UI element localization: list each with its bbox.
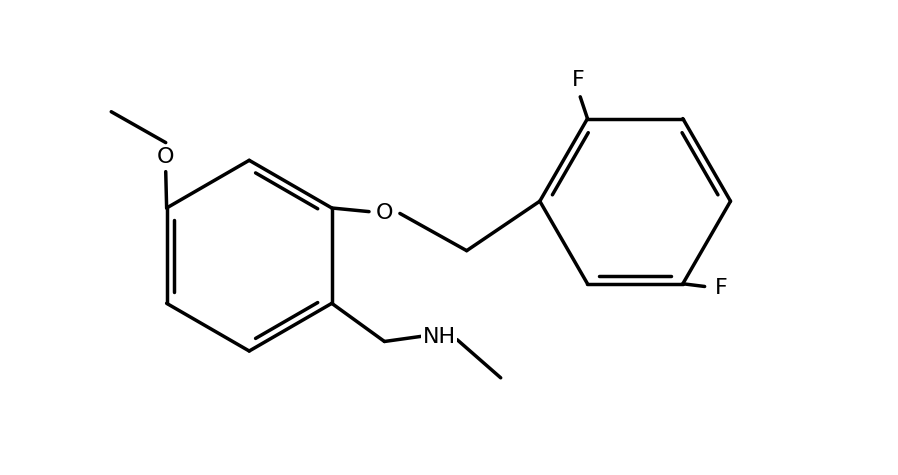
Text: F: F bbox=[715, 278, 727, 298]
Text: O: O bbox=[157, 147, 174, 167]
Text: F: F bbox=[572, 70, 585, 90]
Text: NH: NH bbox=[422, 327, 455, 347]
Text: O: O bbox=[375, 202, 393, 222]
